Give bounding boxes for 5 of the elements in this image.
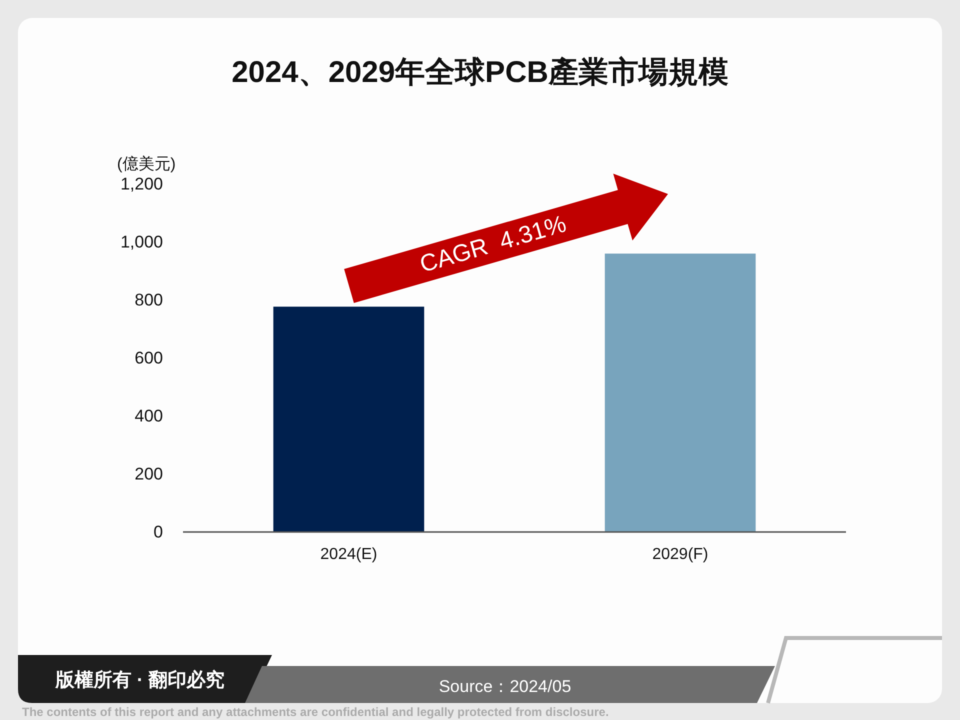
annotation: The contents of this report and any attachments are confidential and legally protected from disclosure. bbox=[22, 705, 609, 719]
annotation: Source：2024/05 bbox=[438, 677, 572, 696]
annotation: CAGR 4.31% bbox=[416, 210, 570, 278]
title: 2024、2029年全球PCB產業市場規模 bbox=[232, 56, 728, 89]
annotation: 版權所有 · 翻印必究 bbox=[56, 670, 224, 691]
